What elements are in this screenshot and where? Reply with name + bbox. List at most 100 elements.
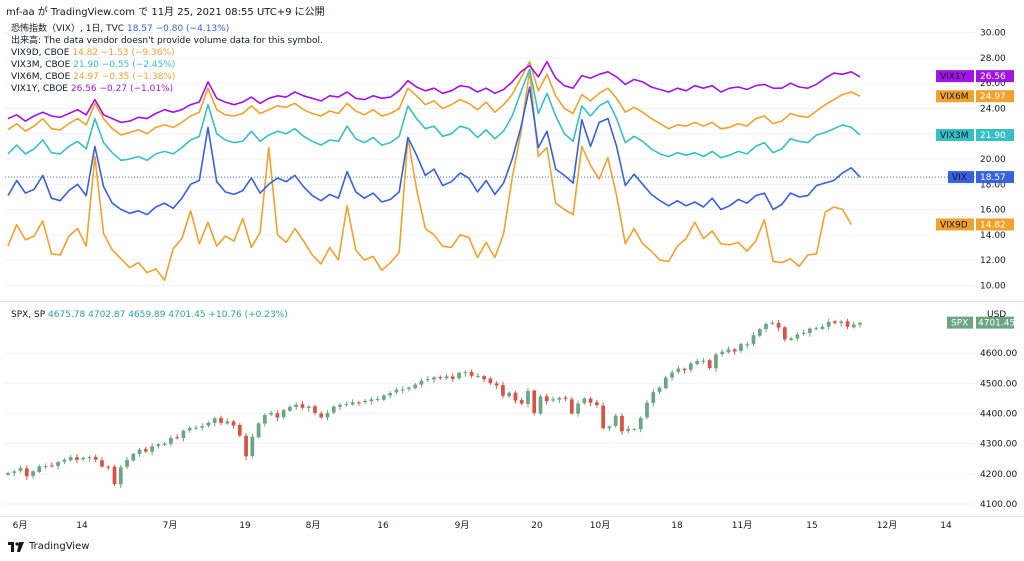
candle — [219, 415, 223, 426]
legend-row-volume[interactable]: 出来高: The data vendor doesn't provide vol… — [11, 36, 323, 46]
candle — [162, 441, 167, 447]
time-axis[interactable]: 6月 14 7月 19 8月 16 9月 20 10月 18 11月 15 12月 14 — [0, 516, 1024, 536]
x-tick-label: 18 — [671, 521, 683, 531]
candle — [344, 401, 349, 407]
footer-brand[interactable]: TradingView — [8, 541, 89, 552]
candle — [56, 460, 60, 470]
candle — [93, 454, 98, 463]
series-value-box — [976, 171, 1014, 184]
candle — [732, 348, 737, 355]
candle — [582, 397, 587, 405]
publish-header: mf-aa が TradingView.com で 11月 25, 2021 0… — [6, 7, 325, 18]
candle-body — [657, 387, 662, 392]
candle — [6, 471, 10, 476]
candle-body — [526, 390, 530, 404]
candle-body — [150, 446, 154, 452]
candle-body — [75, 457, 79, 460]
candle-body — [6, 472, 10, 475]
candle — [557, 396, 562, 404]
candle — [482, 374, 486, 383]
candle — [475, 373, 480, 378]
candle — [726, 346, 731, 354]
x-tick-label: 7月 — [163, 520, 178, 531]
candle-body — [463, 372, 468, 374]
candle — [156, 443, 161, 449]
candle — [18, 465, 23, 473]
series-line-vix1y — [7, 60, 861, 124]
candle — [175, 434, 180, 440]
candle-body — [720, 351, 725, 355]
candle-body — [551, 399, 555, 401]
candle — [244, 433, 248, 460]
series-line-vix6m — [7, 60, 861, 136]
series-label-spx: SPX 4701.45 — [947, 316, 1015, 329]
candle — [300, 401, 305, 410]
candle — [776, 320, 781, 332]
candle-body — [701, 360, 706, 362]
legend-row-vix[interactable]: 恐怖指数（VIX）, 1日, TVC 18.57 −0.80 (−4.13%) — [11, 24, 230, 34]
candle — [688, 361, 693, 373]
candle-body — [682, 368, 687, 371]
candle-body — [181, 430, 186, 438]
candle-body — [488, 378, 493, 384]
candle-body — [620, 415, 624, 432]
candle — [200, 423, 205, 431]
spx-legend[interactable]: SPX, SP 4675.78 4702.87 4659.89 4701.45 … — [11, 310, 288, 320]
spx-chart: 4100.00 4200.00 4300.00 4400.00 4500.00 4600.… — [5, 316, 1017, 510]
series-label-vix9d: VIX9D 14.82 — [936, 218, 1014, 231]
candle-body — [507, 392, 512, 397]
candle — [313, 404, 317, 416]
candle-body — [43, 465, 48, 467]
candle — [544, 393, 549, 405]
candle-body — [607, 426, 612, 429]
candle — [601, 402, 606, 430]
candle — [450, 373, 455, 382]
candle — [325, 410, 330, 421]
candle — [513, 390, 518, 404]
candle-body — [143, 449, 148, 452]
candle — [275, 410, 280, 422]
candle — [118, 464, 123, 488]
candle-body — [68, 457, 73, 461]
series-name-box — [948, 171, 974, 184]
candle-body — [494, 383, 499, 386]
y-tick-label: 14.00 — [980, 231, 1006, 241]
candle-body — [407, 387, 411, 390]
candle — [350, 399, 355, 406]
candle-body — [833, 321, 837, 323]
candle — [81, 456, 86, 462]
candle — [75, 454, 79, 463]
candle-body — [382, 395, 386, 400]
candle — [651, 389, 656, 407]
candle — [626, 425, 631, 434]
candle-body — [37, 466, 42, 473]
series-name-label: VIX3M — [940, 131, 968, 141]
candle-body — [645, 402, 649, 418]
legend-row-vix9d[interactable]: VIX9D, CBOE 14.82 −1.53 (−9.36%) — [11, 48, 175, 58]
series-name-label: SPX — [951, 319, 968, 329]
candle-body — [501, 385, 505, 396]
candle-body — [187, 427, 192, 431]
legend-row-vix6m[interactable]: VIX6M, CBOE 24.97 −0.35 (−1.38%) — [11, 72, 176, 82]
y-tick-label: 4300.00 — [980, 440, 1017, 450]
candle-body — [338, 404, 342, 407]
y-tick-label: 24.00 — [980, 104, 1006, 114]
candle-body — [782, 327, 787, 340]
legend-row-vix1y[interactable]: VIX1Y, CBOE 26.56 −0.27 (−1.01%) — [11, 84, 174, 94]
y-tick-label: 28.00 — [980, 54, 1006, 64]
candle — [826, 318, 831, 330]
candle-body — [169, 437, 173, 444]
candle-body — [651, 392, 656, 403]
x-tick-label: 8月 — [306, 520, 321, 531]
candle-body — [131, 453, 136, 461]
candle-body — [688, 363, 693, 370]
candle-body — [125, 459, 129, 467]
candle — [501, 382, 505, 399]
candle — [814, 326, 819, 331]
series-value-label: 24.97 — [980, 92, 1006, 102]
legend-row-vix3m[interactable]: VIX3M, CBOE 21.90 −0.55 (−2.45%) — [11, 60, 176, 70]
y-tick-label: 4600.00 — [980, 349, 1017, 359]
candle — [87, 455, 92, 462]
candle — [106, 465, 111, 471]
candle-body — [726, 349, 731, 353]
